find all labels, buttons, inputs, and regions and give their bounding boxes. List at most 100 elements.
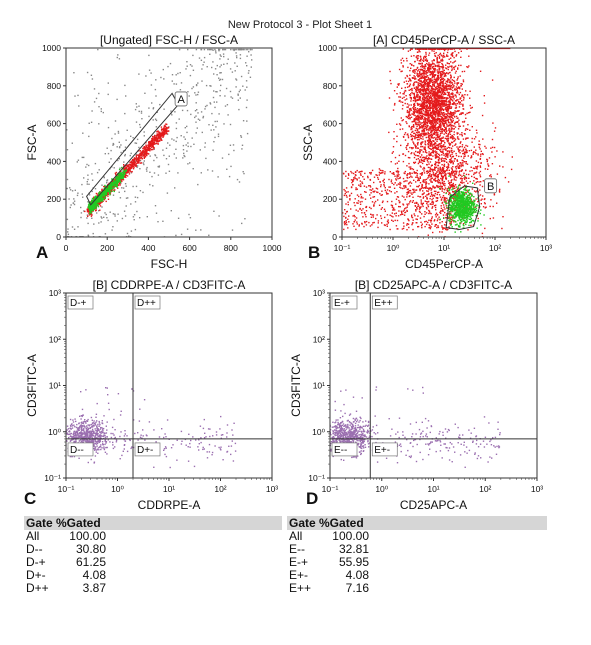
granulocyte-event <box>425 51 427 54</box>
granulocyte-event <box>442 73 444 75</box>
granulocyte-event <box>453 98 455 100</box>
background-event <box>159 103 161 106</box>
granulocyte-event <box>429 64 431 66</box>
granulocyte-event <box>458 101 460 103</box>
granulocyte-event <box>447 88 450 90</box>
background-event <box>187 91 189 93</box>
background-event <box>235 79 238 81</box>
singlet-event <box>126 175 129 177</box>
granulocyte-event <box>438 105 440 107</box>
granulocyte-event <box>447 78 449 80</box>
background-event <box>184 155 186 158</box>
granulocyte-event <box>417 74 419 76</box>
background-event <box>154 154 156 156</box>
granulocyte-event <box>466 145 469 147</box>
granulocyte-event <box>436 110 438 112</box>
granulocyte-event <box>436 119 439 122</box>
granulocyte-event <box>437 87 439 89</box>
granulocyte-event <box>417 144 419 146</box>
singlet-event <box>165 123 167 125</box>
granulocyte-event <box>426 88 429 91</box>
granulocyte-event <box>423 130 426 132</box>
background-event <box>227 114 229 116</box>
background-event <box>125 205 127 207</box>
granulocyte-event <box>442 93 445 96</box>
granulocyte-event <box>432 94 434 96</box>
granulocyte-event <box>426 87 428 90</box>
granulocyte-event <box>414 135 417 137</box>
singlet-event <box>152 135 154 138</box>
granulocyte-event <box>433 128 436 131</box>
background-event <box>134 142 136 144</box>
granulocyte-event <box>453 84 455 87</box>
granulocyte-event <box>439 81 441 83</box>
background-event <box>124 183 127 185</box>
background-event <box>112 213 115 215</box>
singlet-event <box>100 201 102 203</box>
granulocyte-event <box>437 65 439 68</box>
gated-b-event <box>89 207 92 210</box>
granulocyte-event <box>451 94 454 96</box>
granulocyte-event <box>392 109 395 111</box>
background-event <box>238 108 240 111</box>
singlet-event <box>155 136 157 139</box>
granulocyte-event <box>466 163 469 165</box>
granulocyte-event <box>424 107 426 109</box>
granulocyte-event <box>450 88 452 91</box>
granulocyte-event <box>417 57 419 59</box>
granulocyte-event <box>414 119 416 122</box>
granulocyte-event <box>458 110 460 112</box>
background-event <box>90 121 93 123</box>
background-event <box>162 220 164 222</box>
granulocyte-event <box>432 74 434 77</box>
background-event <box>139 217 141 219</box>
background-event <box>112 142 114 145</box>
singlet-event <box>166 129 168 132</box>
gated-b-event <box>119 180 121 183</box>
background-event <box>216 64 218 67</box>
granulocyte-event <box>451 65 453 67</box>
gated-b-event <box>116 182 118 184</box>
granulocyte-event <box>437 109 439 111</box>
page-title: New Protocol 3 - Plot Sheet 1 <box>228 19 372 31</box>
granulocyte-event <box>449 96 451 98</box>
background-event <box>136 166 138 168</box>
granulocyte-event <box>454 107 457 109</box>
granulocyte-event <box>424 147 426 149</box>
x-tick-label: 10⁰ <box>387 243 400 253</box>
singlet-event <box>152 146 155 148</box>
granulocyte-event <box>447 79 449 81</box>
background-event <box>248 70 250 72</box>
background-event <box>80 206 82 209</box>
granulocyte-event <box>434 99 436 101</box>
singlet-event <box>135 155 137 157</box>
granulocyte-event <box>426 121 428 124</box>
x-axis-label: FSC-H <box>151 257 188 271</box>
granulocyte-event <box>445 67 447 69</box>
background-event <box>245 48 247 51</box>
granulocyte-event <box>430 71 433 73</box>
singlet-event <box>149 140 151 143</box>
granulocyte-event <box>401 101 404 103</box>
granulocyte-event <box>449 99 451 101</box>
background-event <box>88 122 90 124</box>
granulocyte-event <box>437 106 440 109</box>
singlet-event <box>157 143 159 145</box>
granulocyte-event <box>450 66 453 68</box>
granulocyte-event <box>435 151 438 153</box>
background-event <box>209 103 212 105</box>
singlet-event <box>157 142 159 145</box>
background-event <box>203 61 205 63</box>
granulocyte-event <box>449 94 451 96</box>
granulocyte-event <box>447 139 449 142</box>
background-event <box>121 217 124 220</box>
singlet-event <box>144 153 146 155</box>
granulocyte-event <box>447 125 449 127</box>
background-event <box>246 55 248 57</box>
singlet-event <box>124 167 126 170</box>
granulocyte-event <box>417 84 419 86</box>
gated-b-event <box>94 205 96 207</box>
background-event <box>100 216 102 218</box>
granulocyte-event <box>421 64 423 67</box>
background-event <box>168 155 170 157</box>
